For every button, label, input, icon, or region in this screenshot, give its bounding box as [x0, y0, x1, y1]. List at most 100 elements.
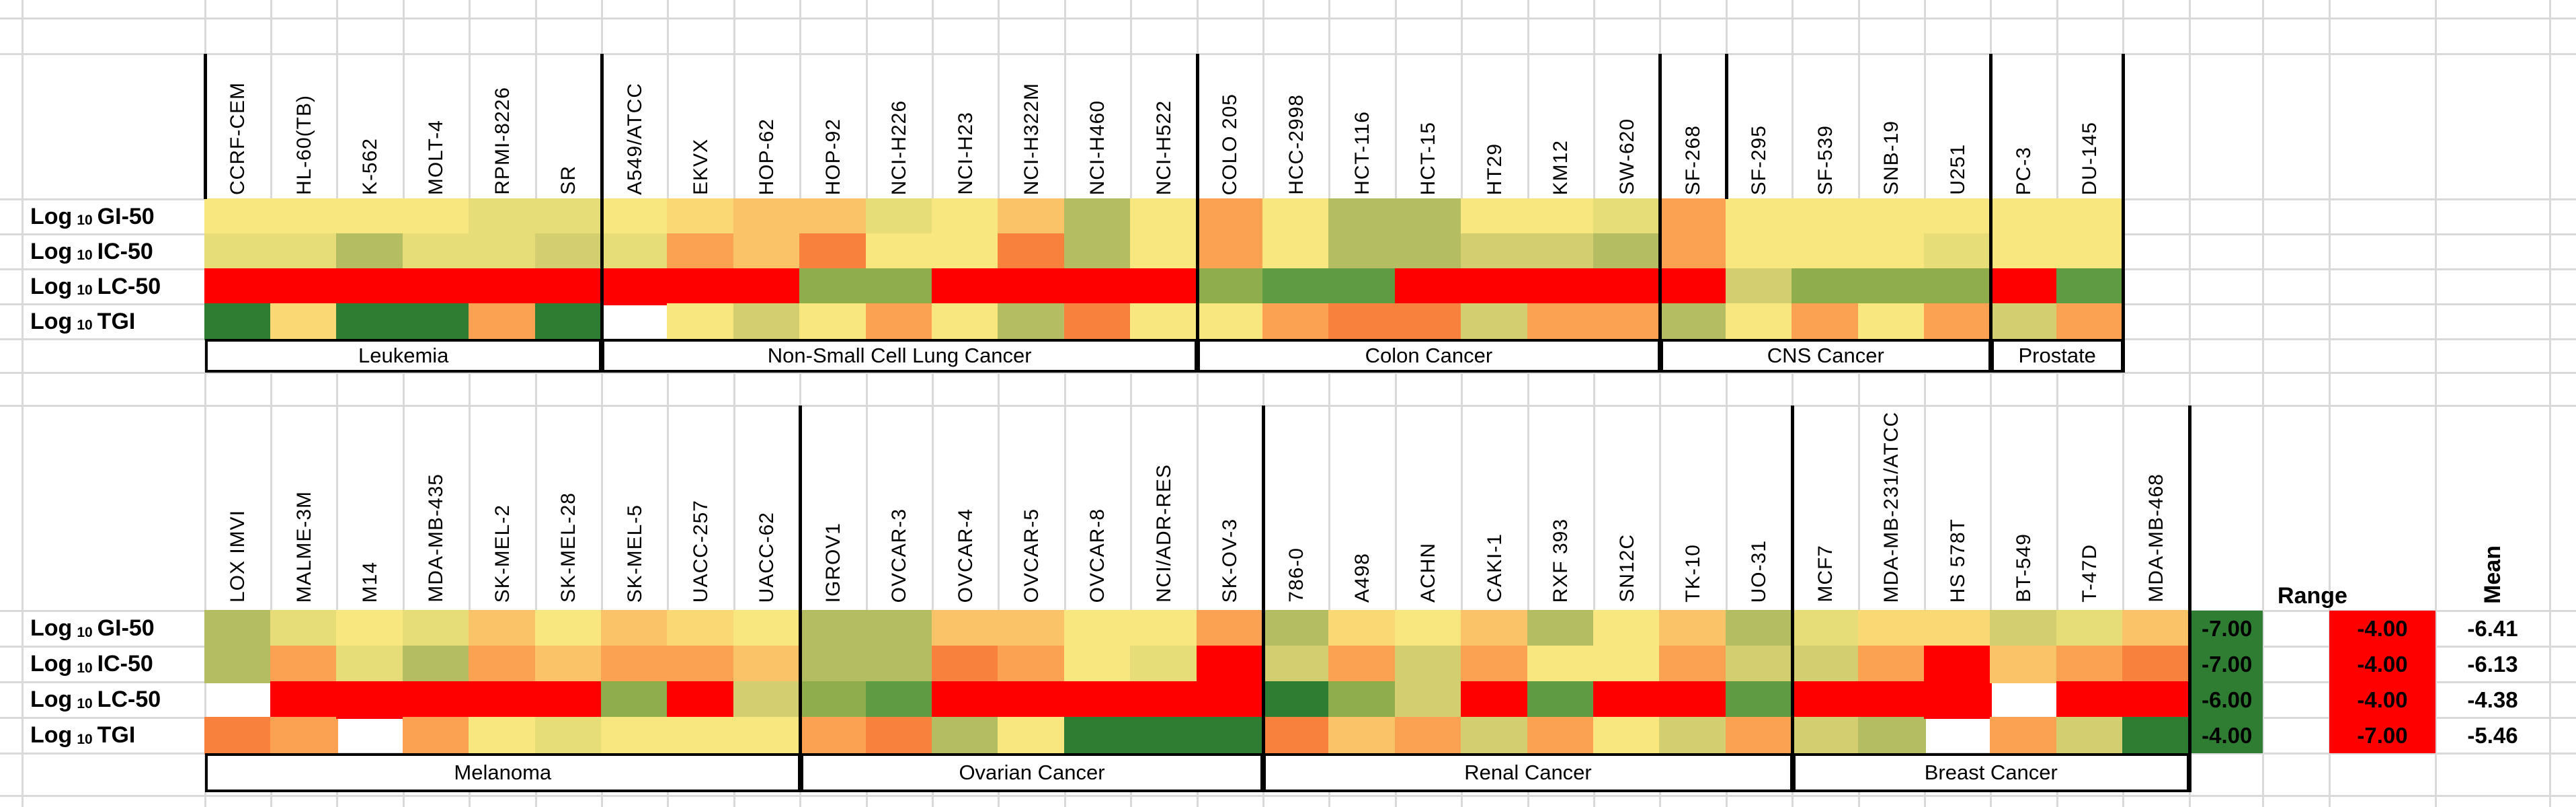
- col-header-label: PC-3: [2012, 146, 2035, 195]
- col-header-label: TK-10: [1681, 544, 1704, 603]
- heatmap-cell: [1857, 645, 1926, 683]
- heatmap-cell: [1063, 716, 1133, 755]
- heatmap-cell: [469, 233, 537, 270]
- col-header-ovcar-4: OVCAR-4: [932, 406, 998, 603]
- heatmap-cell: [1659, 645, 1728, 683]
- heatmap-cell: [1063, 681, 1133, 719]
- heatmap-cell: [1593, 681, 1662, 719]
- col-header-label: HL-60(TB): [292, 94, 315, 195]
- heatmap-cell: [270, 303, 339, 340]
- heatmap-cell: [1394, 233, 1463, 270]
- heatmap-cell: [1196, 645, 1264, 683]
- col-header-label: SK-MEL-5: [623, 504, 646, 603]
- col-header-colo-205: COLO 205: [1197, 54, 1263, 195]
- heatmap-cell: [1792, 233, 1860, 270]
- heatmap-cell: [270, 716, 339, 755]
- heatmap-cell: [469, 609, 537, 648]
- range-max-value: -4.00: [2357, 687, 2408, 712]
- heatmap-cell: [1262, 198, 1331, 235]
- col-header-label: SNB-19: [1880, 120, 1903, 195]
- range-max-value: -7.00: [2357, 722, 2408, 748]
- heatmap-cell: [1725, 233, 1794, 270]
- group-label-ovarian-cancer: Ovarian Cancer: [800, 753, 1264, 792]
- grid-vline: [1196, 0, 1199, 807]
- col-header-sr: SR: [536, 54, 602, 195]
- col-header-hop-62: HOP-62: [734, 54, 800, 195]
- heatmap-cell: [469, 198, 537, 235]
- mean-label: Mean: [2436, 455, 2550, 604]
- heatmap-cell: [1394, 198, 1463, 235]
- heatmap-cell: [865, 198, 934, 235]
- heatmap-cell: [1725, 268, 1794, 305]
- col-header-nci-h322m: NCI-H322M: [999, 54, 1065, 195]
- col-header-nci-h23: NCI-H23: [932, 54, 998, 195]
- col-header-label: OVCAR-5: [1020, 508, 1043, 603]
- col-header-mda-mb-468: MDA-MB-468: [2124, 406, 2189, 603]
- group-label-renal-cancer: Renal Cancer: [1263, 753, 1793, 792]
- col-header-label: SF-268: [1681, 124, 1704, 195]
- col-header-label: SF-539: [1814, 124, 1837, 195]
- col-header-label: OVCAR-4: [954, 508, 977, 603]
- grid-vline: [1328, 0, 1331, 807]
- heatmap-cell: [998, 303, 1066, 340]
- heatmap-cell: [402, 645, 471, 683]
- grid-vline: [1659, 0, 1662, 807]
- mean-label-text: Mean: [2479, 545, 2505, 604]
- heatmap-cell: [534, 645, 603, 683]
- heatmap-cell: [1328, 233, 1397, 270]
- heatmap-cell: [1461, 303, 1529, 340]
- col-header-label: MOLT-4: [425, 119, 448, 195]
- heatmap-cell: [1394, 303, 1463, 340]
- heatmap-cell: [1328, 681, 1397, 719]
- grid-vline: [2056, 0, 2058, 807]
- col-header-label: SN12C: [1615, 534, 1638, 603]
- heatmap-cell: [1923, 303, 1993, 340]
- heatmap-cell: [2056, 198, 2125, 235]
- heatmap-cell: [733, 303, 802, 340]
- heatmap-cell: [1792, 645, 1860, 683]
- heatmap-cell: [336, 268, 405, 305]
- heatmap-cell: [1527, 645, 1595, 683]
- heatmap-cell: [600, 198, 670, 235]
- col-header-ovcar-3: OVCAR-3: [867, 406, 932, 603]
- heatmap-cell: [469, 716, 537, 755]
- col-header-label: HCT-15: [1417, 121, 1440, 195]
- col-header-label: OVCAR-3: [888, 508, 911, 603]
- heatmap-cell: [469, 268, 537, 305]
- row-label-tgi: Log 10 TGI: [30, 308, 136, 334]
- col-header-molt-4: MOLT-4: [403, 54, 469, 195]
- grid-vline: [931, 0, 934, 807]
- heatmap-cell: [1527, 233, 1595, 270]
- heatmap-cell: [204, 268, 272, 305]
- heatmap-cell: [1461, 645, 1529, 683]
- heatmap-cell: [1196, 303, 1264, 340]
- heatmap-cell: [534, 303, 603, 340]
- heatmap-cell: [1725, 716, 1794, 755]
- heatmap-cell: [1196, 233, 1264, 270]
- grid-vline: [2261, 0, 2264, 807]
- heatmap-cell: [600, 645, 670, 683]
- heatmap-cell: [733, 716, 802, 755]
- col-header-label: NCI-H23: [954, 112, 977, 195]
- col-header-hl-60-tb-: HL-60(TB): [271, 54, 337, 195]
- heatmap-cell: [667, 716, 735, 755]
- heatmap-cell: [2056, 716, 2125, 755]
- row-label-ic-50: Log 10 IC-50: [30, 651, 153, 677]
- heatmap-cell: [600, 716, 670, 755]
- heatmap-cell: [733, 681, 802, 719]
- grid-vline: [270, 0, 272, 807]
- heatmap-cell: [1394, 645, 1463, 683]
- heatmap-cell: [270, 609, 339, 648]
- grid-vline: [865, 0, 868, 807]
- heatmap-cell: [270, 681, 339, 719]
- heatmap-cell: [534, 268, 603, 305]
- heatmap-cell: [733, 233, 802, 270]
- group-label-leukemia: Leukemia: [205, 339, 602, 373]
- grid-vline: [600, 0, 603, 807]
- col-header-sf-295: SF-295: [1726, 54, 1792, 195]
- col-header-786-0: 786-0: [1263, 406, 1329, 603]
- heatmap-cell: [865, 303, 934, 340]
- col-header-nci-h522: NCI-H522: [1131, 54, 1197, 195]
- row-label-lc-50: Log 10 LC-50: [30, 687, 161, 712]
